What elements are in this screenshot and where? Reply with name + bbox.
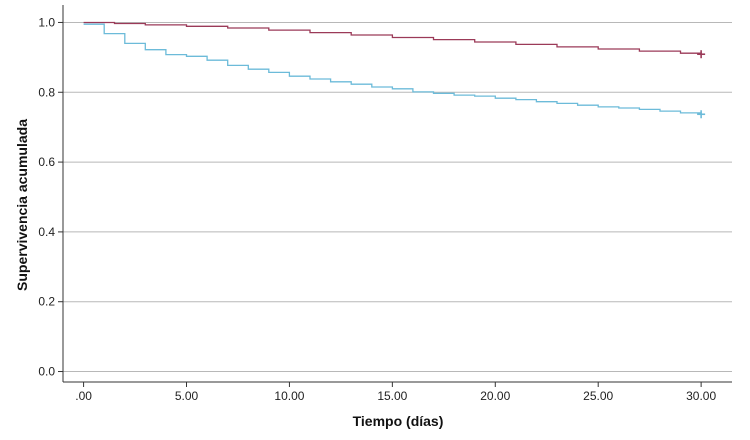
tick-labels: 0.0 0.2 0.4 0.6 0.8 1.0 .00 5.00 10.00 15.00 20.00… bbox=[38, 15, 716, 403]
axes bbox=[62, 5, 732, 383]
censor-marker bbox=[697, 50, 706, 59]
x-tick-label: 10.00 bbox=[274, 389, 304, 403]
x-tick-label: 15.00 bbox=[377, 389, 407, 403]
x-tick-label: .00 bbox=[75, 389, 92, 403]
y-tick-label: 0.0 bbox=[38, 365, 55, 379]
censor-marker bbox=[697, 110, 706, 119]
survival-curve-1 bbox=[83, 21, 702, 55]
y-tick-label: 0.8 bbox=[38, 85, 55, 99]
x-axis-title: Tiempo (días) bbox=[353, 413, 444, 429]
x-tick-label: 5.00 bbox=[175, 389, 199, 403]
y-axis-title: Supervivencia acumulada bbox=[14, 119, 30, 291]
y-tick-label: 0.2 bbox=[38, 295, 55, 309]
grid-lines bbox=[63, 21, 732, 373]
y-tick-label: 0.6 bbox=[38, 155, 55, 169]
y-tick-label: 1.0 bbox=[38, 15, 55, 29]
x-tick-label: 25.00 bbox=[583, 389, 613, 403]
survival-curve-2 bbox=[83, 23, 702, 115]
x-tick-label: 30.00 bbox=[686, 389, 716, 403]
y-tick-label: 0.4 bbox=[38, 225, 55, 239]
x-tick-label: 20.00 bbox=[480, 389, 510, 403]
series bbox=[83, 21, 706, 119]
